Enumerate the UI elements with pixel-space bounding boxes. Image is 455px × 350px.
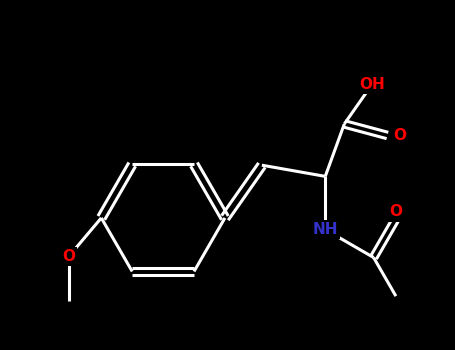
Text: O: O <box>393 128 406 143</box>
Text: OH: OH <box>359 77 384 92</box>
Text: O: O <box>389 204 402 219</box>
Text: O: O <box>62 249 75 264</box>
Text: NH: NH <box>313 222 338 237</box>
